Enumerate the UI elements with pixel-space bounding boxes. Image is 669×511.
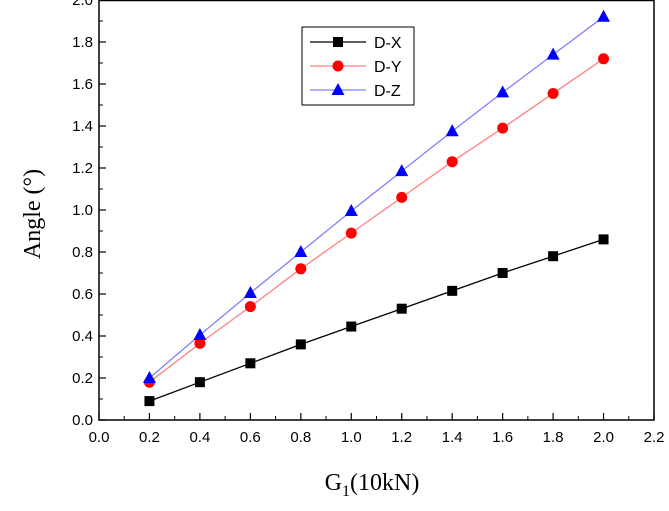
series-d-x-point: [346, 321, 357, 332]
series-d-x-point: [447, 285, 458, 296]
x-axis-title-main: G: [325, 470, 342, 496]
y-tick-label: 0.6: [72, 286, 93, 303]
series-d-y-point: [598, 53, 610, 65]
series-d-z-point: [546, 47, 560, 60]
legend-label-d-y: D-Y: [374, 59, 402, 76]
series-d-y-point: [547, 87, 559, 99]
x-tick-label: 1.0: [341, 429, 362, 446]
series-d-z-point: [445, 124, 459, 137]
series-d-z: [142, 9, 611, 383]
x-tick-label: 0.2: [139, 429, 160, 446]
series-d-y-point: [345, 227, 357, 239]
y-tick-label: 1.2: [72, 160, 93, 177]
series-d-y-point: [194, 337, 206, 349]
series-layer: [142, 9, 611, 407]
x-tick-label: 1.6: [492, 429, 513, 446]
x-axis-title: G1(10kN): [325, 470, 420, 500]
series-d-x-point: [598, 234, 609, 245]
x-tick-label: 0.6: [240, 429, 261, 446]
y-tick-label: 1.6: [72, 76, 93, 93]
x-tick-label: 0.4: [189, 429, 210, 446]
series-d-x-point: [396, 303, 407, 314]
series-d-x-point: [144, 396, 155, 407]
x-tick-label: 2.0: [593, 429, 614, 446]
series-d-y-point: [396, 191, 408, 203]
y-axis-title: Angle (°): [20, 169, 46, 259]
series-d-x: [144, 234, 609, 407]
y-tick-label: 1.8: [72, 34, 93, 51]
x-tick-label: 0.0: [89, 429, 110, 446]
series-d-x-point: [548, 251, 559, 262]
series-d-z-point: [395, 164, 409, 177]
y-tick-label: 1.4: [72, 118, 93, 135]
series-d-y-point: [497, 122, 509, 134]
x-tick-label: 1.4: [442, 429, 463, 446]
series-d-z-point: [496, 85, 510, 98]
series-d-y-point: [446, 156, 458, 168]
series-d-z-point: [142, 371, 156, 383]
axes: 0.0 0.2 0.4 0.6 0.8 1.0 1.2 1.4 1.6 1.8 2.0 2.2 0.0 0…: [72, 0, 664, 446]
series-d-z-point: [243, 285, 257, 298]
series-d-y-line: [149, 58, 604, 383]
series-d-y-point: [244, 301, 256, 313]
y-tick-label: 1.0: [72, 202, 93, 219]
x-axis-title-subscript: 1: [342, 483, 350, 500]
y-tick-label: 0.0: [72, 412, 93, 429]
series-d-z-point: [344, 204, 358, 217]
series-d-x-point: [194, 377, 205, 388]
series-d-z-point: [597, 9, 611, 22]
x-tick-label: 0.8: [290, 429, 311, 446]
legend-label-d-z: D-Z: [374, 83, 401, 100]
y-tick-label: 0.2: [72, 370, 93, 387]
series-d-x-point: [245, 358, 256, 369]
y-tick-label: 2.0: [72, 0, 93, 9]
series-d-y-point: [295, 263, 307, 275]
series-d-z-point: [294, 245, 308, 257]
legend: D-X D-Y D-Z: [301, 26, 415, 106]
legend-label-d-x: D-X: [374, 35, 402, 52]
legend-marker-d-y: [332, 60, 344, 72]
x-tick-label: 2.2: [644, 429, 665, 446]
x-axis-title-unit: (10kN): [350, 470, 419, 496]
series-d-z-point: [193, 327, 207, 340]
y-tick-label: 0.8: [72, 244, 93, 261]
series-d-x-line: [149, 238, 604, 402]
series-d-z-line: [149, 16, 604, 379]
series-d-x-point: [295, 339, 306, 350]
legend-marker-d-z: [331, 83, 345, 95]
y-tick-label: 0.4: [72, 328, 93, 345]
legend-marker-d-x: [333, 37, 343, 47]
x-tick-label: 1.8: [543, 429, 564, 446]
x-tick-label: 1.2: [391, 429, 412, 446]
series-d-x-point: [497, 268, 508, 278]
